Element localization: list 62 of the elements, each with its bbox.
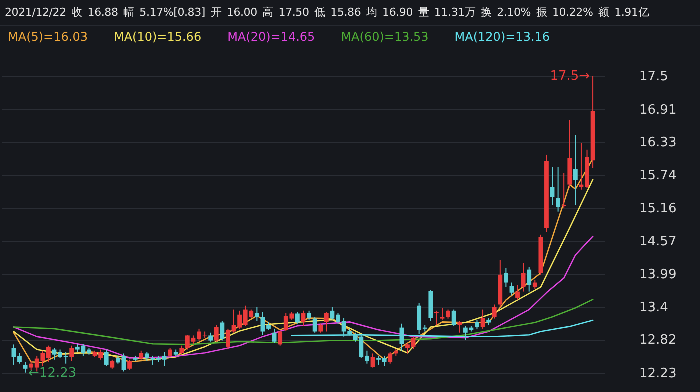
candlestick (573, 134, 578, 206)
candlestick (104, 349, 109, 367)
candlestick (278, 330, 283, 346)
candlestick (556, 166, 561, 212)
candlestick (144, 352, 150, 362)
y-tick-label: 15.74 (640, 168, 677, 184)
candlestick (480, 309, 486, 330)
candlestick (23, 362, 28, 374)
candlestick (318, 323, 324, 334)
y-tick-label: 13.99 (640, 267, 677, 282)
candlestick (128, 359, 132, 371)
candlestick (562, 172, 566, 208)
candlestick (504, 268, 508, 288)
candlestick (301, 310, 306, 327)
text: MA(20)=14.65 (228, 30, 316, 44)
annotation: 17.5→ (550, 69, 590, 84)
candlestick (70, 345, 74, 362)
y-tick-label: 12.23 (640, 366, 677, 382)
candlestick (208, 332, 214, 342)
candlestick (400, 323, 404, 352)
y-tick-label: 14.57 (640, 234, 677, 250)
line-series (13, 299, 594, 346)
chart-title: 2021/12/22 收 16.88 幅 5.17%[0.83] 开 16.00 高 17.50 低 15.86 均 16.90 量 11.31万 换 2.10% 振 10.22% 额 1.91亿 (5, 6, 650, 19)
candlestick (307, 310, 312, 320)
candlestick (110, 359, 115, 370)
candlestick (458, 320, 462, 334)
candlestick (521, 262, 526, 292)
y-tick-label: 15.16 (640, 201, 677, 216)
candlestick (475, 319, 480, 330)
candlestick (434, 310, 439, 326)
candlestick (510, 282, 514, 296)
candlestick (446, 309, 450, 320)
candlestick (180, 345, 184, 356)
y-tick-label: 16.33 (640, 136, 677, 151)
candlestick (492, 304, 497, 320)
candlestick (516, 284, 520, 301)
candlestick (532, 279, 538, 290)
y-tick-label: 16.91 (640, 102, 677, 118)
candlestick (168, 348, 173, 358)
candlestick (139, 350, 144, 360)
candlestick (324, 312, 329, 332)
line-series (13, 236, 594, 359)
candlestick (550, 166, 555, 206)
candlestick (370, 353, 376, 368)
candlestick (388, 352, 393, 364)
candlestick (214, 324, 219, 342)
candlestick (272, 328, 277, 344)
text: MA(60)=13.53 (341, 30, 429, 44)
y-tick-label: 12.82 (640, 333, 677, 348)
text: MA(10)=15.66 (114, 30, 202, 44)
candlestick (527, 266, 532, 292)
annotation: ←12.23 (28, 366, 77, 381)
text: MA(5)=16.03 (8, 30, 88, 44)
candlestick (220, 320, 225, 342)
candlestick (452, 309, 456, 327)
text: MA(120)=13.16 (454, 30, 550, 44)
candlestick (312, 316, 318, 334)
y-tick-label: 13.4 (640, 300, 668, 316)
y-tick-label: 17.5 (640, 70, 668, 85)
candlestick (296, 312, 300, 324)
candlestick (440, 308, 445, 320)
candlestick (254, 306, 260, 322)
